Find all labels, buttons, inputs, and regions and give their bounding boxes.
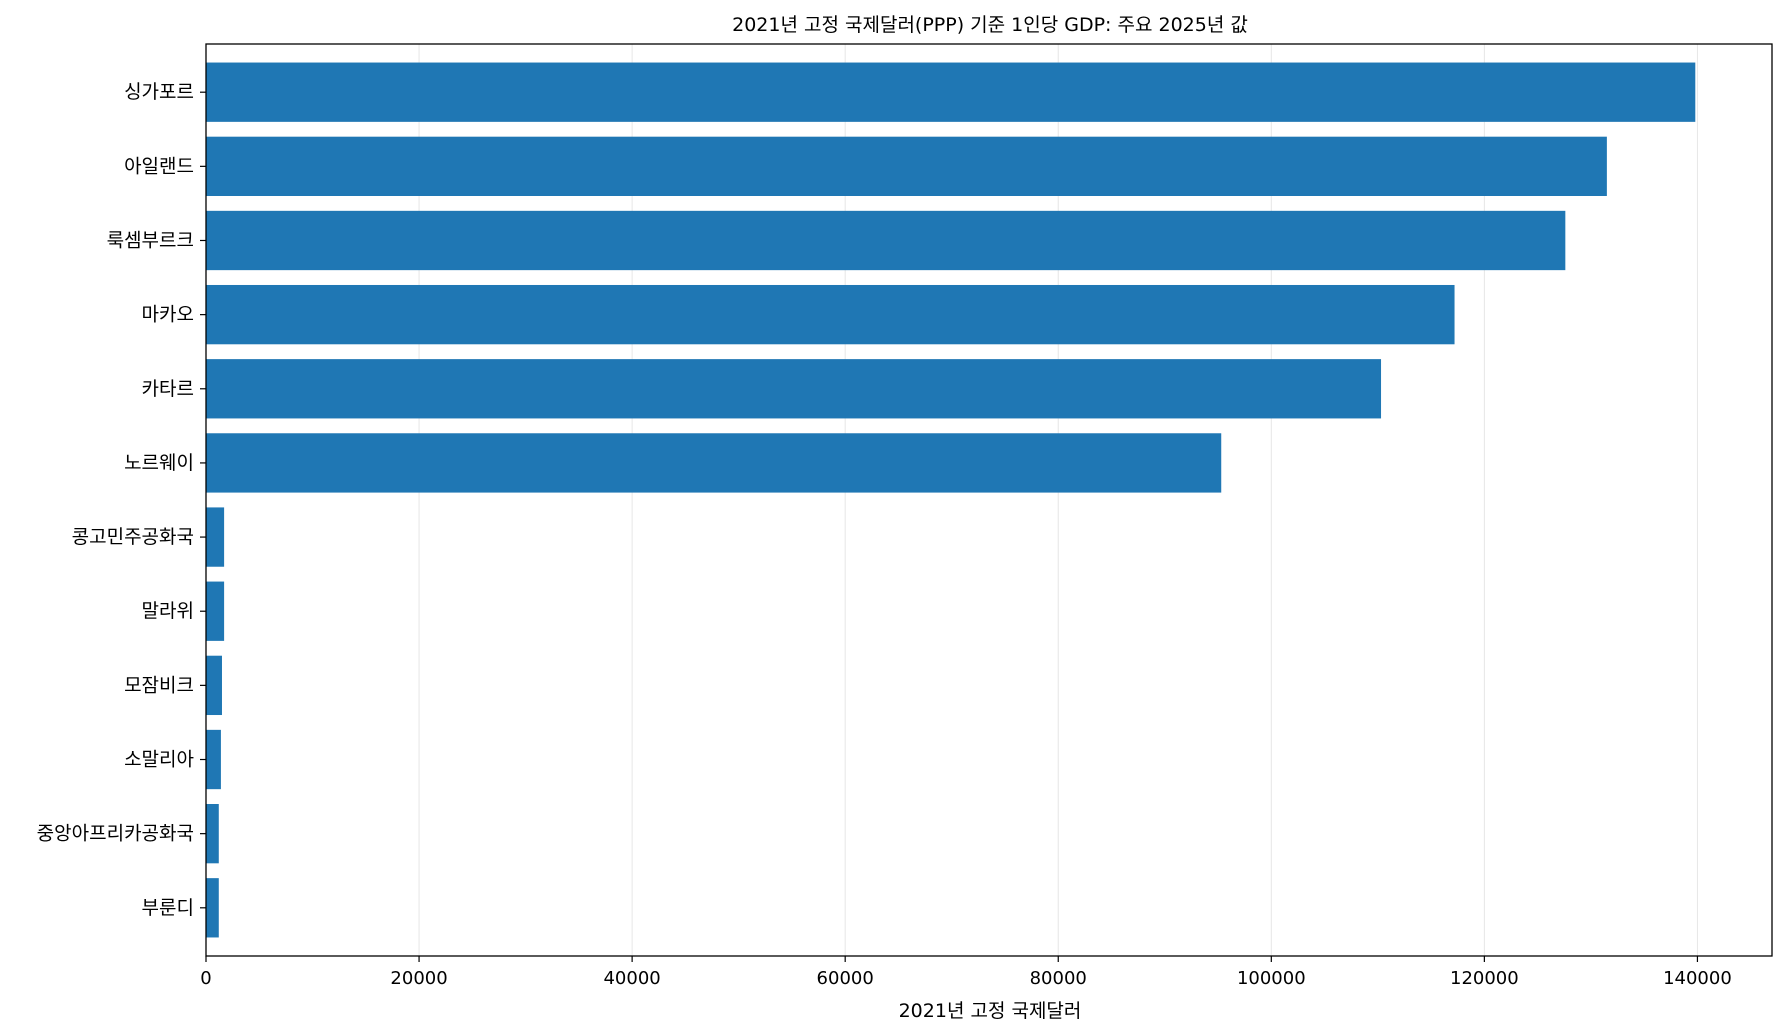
bar [206,136,1607,196]
y-tick-label: 카타르 [142,378,194,400]
x-axis: 0 20000 40000 60000 80000 100000 120000 140000 [200,956,1732,989]
bar [206,804,219,864]
y-tick-label: 소말리아 [124,749,194,771]
y-tick-label: 모잠비크 [124,674,194,696]
bar [206,284,1455,345]
x-tick-label: 0 [200,968,211,989]
x-tick-label: 80000 [1030,968,1087,989]
bar [206,507,225,567]
bar [206,655,222,716]
x-tick-label: 140000 [1663,968,1732,989]
x-tick-label: 60000 [817,968,874,989]
bar [206,878,219,938]
x-tick-label: 40000 [603,968,660,989]
y-tick-label: 싱가포르 [124,81,194,103]
bar [206,581,225,641]
bar [206,359,1382,419]
y-tick-label: 노르웨이 [124,452,194,474]
y-tick-label: 마카오 [142,304,194,326]
bar [206,210,1566,271]
y-tick-label: 룩셈부르크 [107,229,194,251]
y-tick-label: 콩고민주공화국 [72,526,194,548]
bars [206,62,1696,938]
y-axis: 싱가포르아일랜드룩셈부르크마카오카타르노르웨이콩고민주공화국말라위모잠비크소말리… [37,81,206,919]
x-axis-label: 2021년 고정 국제달러 [899,1000,1082,1022]
bar [206,729,221,790]
bar [206,433,1222,493]
plot-frame [205,43,1773,957]
y-tick-label: 말라위 [142,600,194,622]
y-tick-label: 부룬디 [142,897,194,919]
y-tick-label: 아일랜드 [124,155,194,177]
x-tick-label: 20000 [390,968,447,989]
x-tick-label: 100000 [1237,968,1306,989]
bar [206,62,1696,122]
y-tick-label: 중앙아프리카공화국 [37,823,194,845]
x-tick-label: 120000 [1450,968,1519,989]
chart-title: 2021년 고정 국제달러(PPP) 기준 1인당 GDP: 주요 2025년 … [732,14,1248,36]
